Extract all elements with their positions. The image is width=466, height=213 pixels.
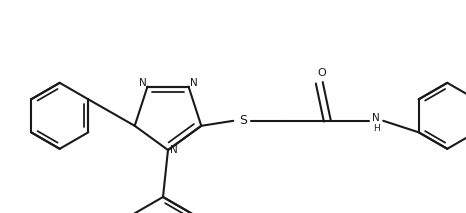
- Text: H: H: [373, 124, 380, 133]
- Text: N: N: [372, 113, 380, 123]
- Text: S: S: [239, 114, 247, 127]
- Text: O: O: [317, 68, 326, 78]
- Text: N: N: [190, 78, 198, 88]
- Text: N: N: [138, 78, 146, 88]
- Text: N: N: [170, 145, 178, 155]
